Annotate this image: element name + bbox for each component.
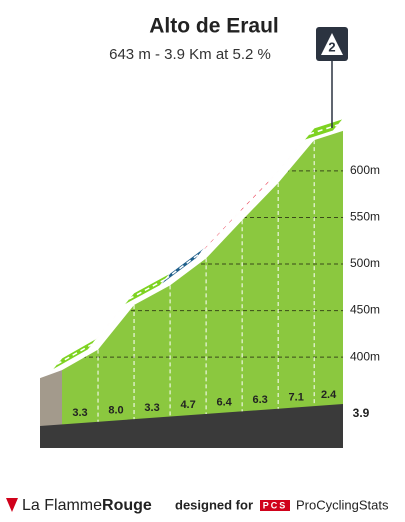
brand-part: La Flamme [22,497,102,514]
pcs-logo [260,500,290,511]
gradient-label: 3.3 [144,402,159,414]
ribbon-centerline [92,298,130,345]
gradient-label: 8.0 [108,404,123,416]
x-tick-label: 1 [130,449,137,464]
brand-part: Rouge [102,497,152,514]
x-tick-label: 3.9 [353,406,370,420]
ribbon-centerline [56,343,94,365]
gradient-label: 3.3 [72,407,87,419]
brand-icon [6,498,18,512]
gradient-label: 6.3 [252,394,267,406]
gradient-label: 4.7 [180,399,195,411]
designed-for: designed for [175,497,253,512]
y-tick-label: 550m [350,210,380,224]
gradient-label: 7.1 [289,391,304,403]
gradient-label: 6.4 [216,397,232,409]
ribbon-centerline [128,278,166,300]
y-tick-label: 600m [350,163,380,177]
chart-subtitle: 643 m - 3.9 Km at 5.2 % [109,46,271,63]
gradient-segment [303,118,344,141]
ribbon-centerline [272,133,310,178]
brand-text: La FlammeRouge [22,497,152,514]
base-band [40,404,343,448]
x-tick-label: 1.5 [161,449,179,464]
x-tick-label: 2.5 [233,449,251,464]
y-tick-label: 450m [350,303,380,317]
y-tick-label: 500m [350,256,380,270]
site-name: ProCyclingStats [296,497,389,512]
category-label: 2 [328,39,335,54]
footer: La FlammeRouge designed for PCS ProCycli… [6,497,389,514]
x-tick-label: 3 [275,449,282,464]
y-tick-label: 400m [350,349,380,363]
profile-face [62,130,343,449]
chart-title: Alto de Eraul [149,15,279,38]
x-tick-label: 2 [202,449,209,464]
badge-triangle [321,33,343,55]
x-tick-label: 3.5 [305,449,323,464]
ribbon-centerline [164,251,202,281]
pcs-text: PCS [263,500,288,510]
x-tick-label: 0.5 [89,449,107,464]
gradient-label: 2.4 [321,389,337,401]
